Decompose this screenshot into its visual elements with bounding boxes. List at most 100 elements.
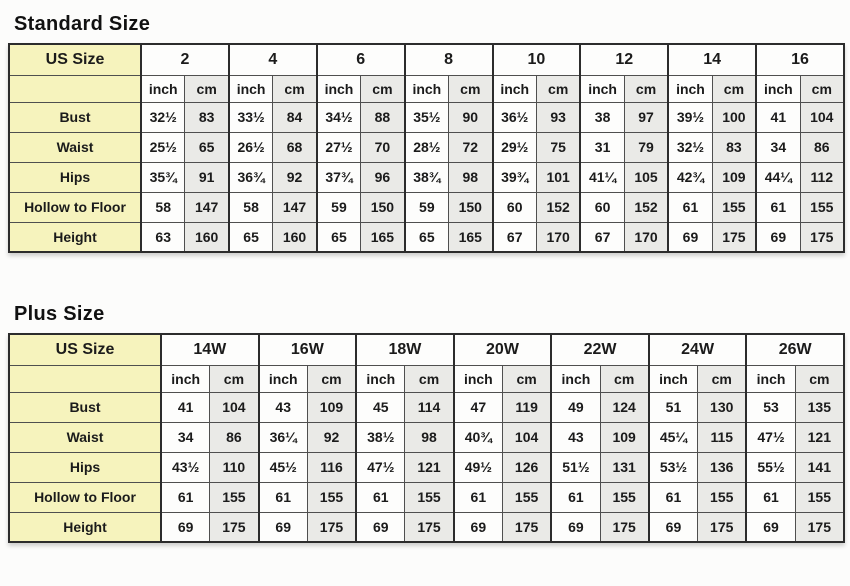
unit-header-spacer-cell [8, 364, 162, 393]
row-label-cell: Hollow to Floor [8, 191, 142, 223]
unit-header-cell-cm: cm [448, 74, 493, 103]
size-header-cell: 24W [647, 333, 747, 366]
value-cell-cm: 110 [209, 451, 260, 483]
unit-header-cell-inch: inch [550, 364, 601, 393]
unit-header-cell-inch: inch [257, 364, 308, 393]
unit-header-cell-cm: cm [360, 74, 406, 103]
value-cell-inch: 65 [403, 221, 450, 253]
size-header-cell: 6 [315, 43, 406, 76]
value-cell-inch: 34 [755, 131, 801, 163]
value-cell-inch: 61 [452, 481, 503, 513]
value-cell-cm: 104 [799, 101, 845, 133]
value-cell-cm: 155 [209, 481, 260, 513]
unit-header-cell-inch: inch [160, 364, 211, 393]
value-cell-inch: 49½ [452, 451, 503, 483]
value-cell-inch: 38¾ [403, 161, 450, 193]
value-cell-cm: 79 [623, 131, 669, 163]
unit-header-cell-inch: inch [647, 364, 699, 393]
row-label-cell: Height [8, 511, 162, 543]
value-cell-cm: 175 [599, 511, 650, 543]
value-cell-cm: 126 [501, 451, 552, 483]
unit-header-cell-cm: cm [404, 364, 455, 393]
unit-header-cell-cm: cm [697, 364, 747, 393]
value-cell-cm: 165 [360, 221, 406, 253]
value-cell-cm: 152 [535, 191, 581, 223]
unit-header-cell-cm: cm [209, 364, 260, 393]
standard-size-title: Standard Size [14, 13, 151, 35]
value-cell-cm: 121 [404, 451, 455, 483]
value-cell-inch: 25½ [140, 131, 186, 163]
value-cell-inch: 61 [355, 481, 406, 513]
measurement-row: Hollow to Floor 61 155 61 155 61 155 61 155 61 155… [8, 481, 845, 513]
value-cell-inch: 47½ [745, 421, 796, 453]
value-cell-inch: 61 [160, 481, 211, 513]
value-cell-cm: 165 [448, 221, 493, 253]
value-cell-inch: 43½ [160, 451, 211, 483]
value-cell-inch: 31 [579, 131, 625, 163]
value-cell-cm: 152 [623, 191, 669, 223]
value-cell-cm: 72 [448, 131, 493, 163]
value-cell-cm: 175 [404, 511, 455, 543]
row-label-cell: Waist [8, 131, 142, 163]
measurement-row: Bust 32½ 83 33½ 84 34½ 88 35½ 90 36½ 93 38 97 39½ 100 4… [8, 101, 845, 133]
value-cell-inch: 44¼ [755, 161, 801, 193]
value-cell-cm: 96 [360, 161, 406, 193]
value-cell-inch: 69 [647, 511, 699, 543]
value-cell-inch: 38½ [355, 421, 406, 453]
value-cell-inch: 67 [579, 221, 625, 253]
value-cell-cm: 86 [209, 421, 260, 453]
size-header-cell: 22W [550, 333, 650, 366]
value-cell-inch: 61 [667, 191, 713, 223]
value-cell-inch: 39½ [667, 101, 713, 133]
value-cell-inch: 53 [745, 391, 796, 423]
value-cell-inch: 51½ [550, 451, 601, 483]
value-cell-cm: 175 [799, 221, 845, 253]
value-cell-cm: 155 [306, 481, 357, 513]
value-cell-cm: 91 [184, 161, 230, 193]
value-cell-inch: 69 [745, 511, 796, 543]
us-size-header-cell: US Size [8, 333, 162, 366]
row-label-cell: Hips [8, 161, 142, 193]
value-cell-cm: 109 [711, 161, 757, 193]
size-header-cell: 18W [355, 333, 455, 366]
value-cell-cm: 130 [697, 391, 747, 423]
value-cell-cm: 136 [697, 451, 747, 483]
value-cell-inch: 34 [160, 421, 211, 453]
size-header-cell: 12 [579, 43, 669, 76]
value-cell-inch: 45¼ [647, 421, 699, 453]
size-header-cell: 8 [403, 43, 493, 76]
unit-header-row: inch cm inch cm inch cm inch cm inch cm inch cm inch… [8, 74, 845, 103]
unit-header-cell-inch: inch [667, 74, 713, 103]
value-cell-cm: 104 [209, 391, 260, 423]
value-cell-cm: 147 [184, 191, 230, 223]
value-cell-cm: 83 [711, 131, 757, 163]
value-cell-inch: 27½ [315, 131, 362, 163]
value-cell-cm: 105 [623, 161, 669, 193]
value-cell-cm: 175 [501, 511, 552, 543]
value-cell-inch: 59 [403, 191, 450, 223]
value-cell-inch: 43 [550, 421, 601, 453]
unit-header-cell-inch: inch [579, 74, 625, 103]
value-cell-cm: 170 [535, 221, 581, 253]
row-label-cell: Waist [8, 421, 162, 453]
value-cell-cm: 65 [184, 131, 230, 163]
value-cell-inch: 65 [315, 221, 362, 253]
unit-header-cell-inch: inch [355, 364, 406, 393]
row-label-cell: Bust [8, 101, 142, 133]
value-cell-cm: 97 [623, 101, 669, 133]
value-cell-inch: 37¾ [315, 161, 362, 193]
value-cell-inch: 69 [667, 221, 713, 253]
value-cell-cm: 155 [794, 481, 845, 513]
unit-header-cell-cm: cm [711, 74, 757, 103]
value-cell-cm: 170 [623, 221, 669, 253]
value-cell-cm: 70 [360, 131, 406, 163]
value-cell-cm: 141 [794, 451, 845, 483]
size-header-cell: 14 [667, 43, 757, 76]
value-cell-inch: 59 [315, 191, 362, 223]
value-cell-inch: 58 [227, 191, 274, 223]
value-cell-inch: 40¾ [452, 421, 503, 453]
size-header-cell: 16W [257, 333, 357, 366]
value-cell-inch: 26½ [227, 131, 274, 163]
unit-header-cell-inch: inch [315, 74, 362, 103]
value-cell-inch: 69 [550, 511, 601, 543]
